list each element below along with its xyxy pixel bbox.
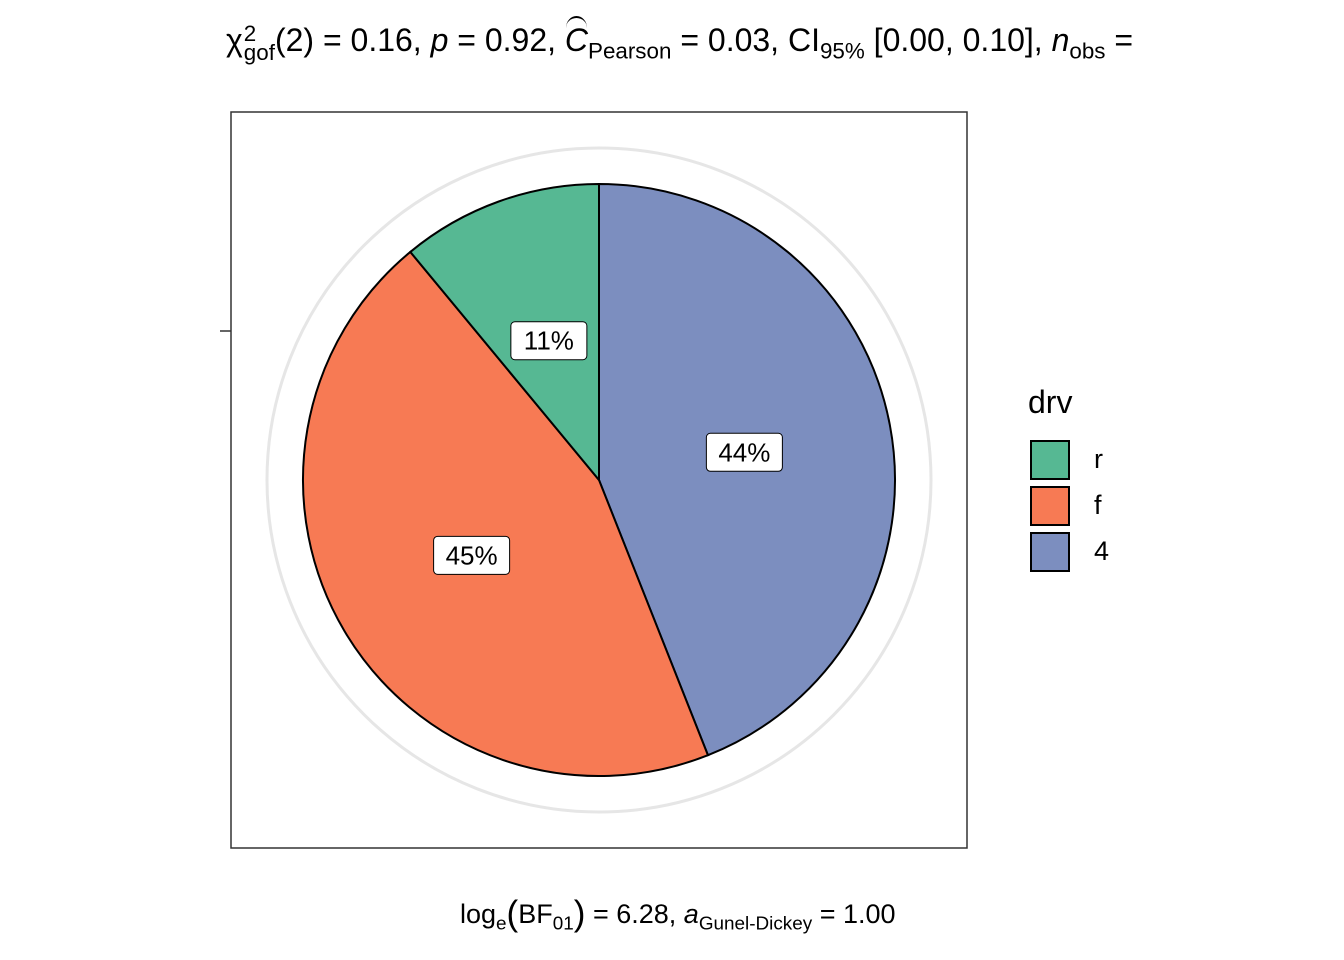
- bf-subscript: 01: [552, 913, 574, 935]
- slice-label-text: 45%: [446, 540, 498, 570]
- ci-value: [0.00, 0.10],: [864, 22, 1052, 58]
- log-subscript: e: [496, 913, 507, 935]
- polar-grid-circle: [265, 146, 933, 814]
- panel-border: [230, 111, 968, 849]
- legend-label: f: [1094, 490, 1102, 520]
- chi-symbol: χ: [226, 22, 243, 58]
- legend-title: drv: [1028, 384, 1073, 420]
- bf-text: BF: [518, 899, 553, 929]
- chart-title: χ 2 gof (2) = 0.16, p = 0.92, CPearson = 0.…: [226, 16, 1134, 65]
- slice-label-box: [433, 535, 511, 575]
- a-symbol: a: [683, 899, 699, 929]
- slice-label-text: 11%: [524, 326, 574, 356]
- c-value: = 0.03, CI: [671, 22, 820, 58]
- c-symbol: C: [564, 16, 589, 58]
- p-symbol: p: [430, 22, 449, 58]
- a-subscript: Gunel-Dickey: [698, 913, 813, 935]
- ci-subscript: 95%: [819, 38, 865, 64]
- log-text: log: [460, 899, 497, 929]
- n-value: =: [1105, 22, 1134, 58]
- legend-swatch: [1030, 486, 1070, 526]
- a-value: = 1.00: [812, 899, 896, 929]
- slice-label-box: [510, 321, 588, 361]
- pie-slices: [302, 182, 896, 777]
- chi-value: (2) = 0.16,: [274, 22, 431, 58]
- chi-superscript: 2: [243, 20, 257, 46]
- slice-label-box: [705, 432, 783, 472]
- chi-scripts: 2 gof: [243, 20, 275, 65]
- slice-label-f: 45%: [433, 535, 511, 575]
- c-subscript: Pearson: [588, 38, 672, 64]
- legend-swatch: [1030, 440, 1070, 480]
- slice-label-r: 11%: [510, 321, 588, 361]
- p-value: = 0.92,: [448, 22, 565, 58]
- n-symbol: n: [1051, 22, 1070, 58]
- slice-label-4: 44%: [705, 432, 783, 472]
- bf-value: = 6.28,: [585, 899, 684, 929]
- legend-label: r: [1094, 444, 1103, 474]
- slice-labels: 44% 45% 11%: [433, 321, 783, 575]
- legend-label: 4: [1094, 536, 1110, 566]
- slice-label-text: 44%: [718, 437, 770, 467]
- n-subscript: obs: [1069, 38, 1106, 64]
- pie-slice-f: [302, 250, 710, 777]
- legend-swatch: [1030, 532, 1070, 572]
- pie-slice-r: [408, 182, 600, 483]
- chart-caption: loge(BF01) = 6.28, aGunel-Dickey = 1.00: [460, 894, 896, 935]
- chi-subscript: gof: [243, 39, 275, 65]
